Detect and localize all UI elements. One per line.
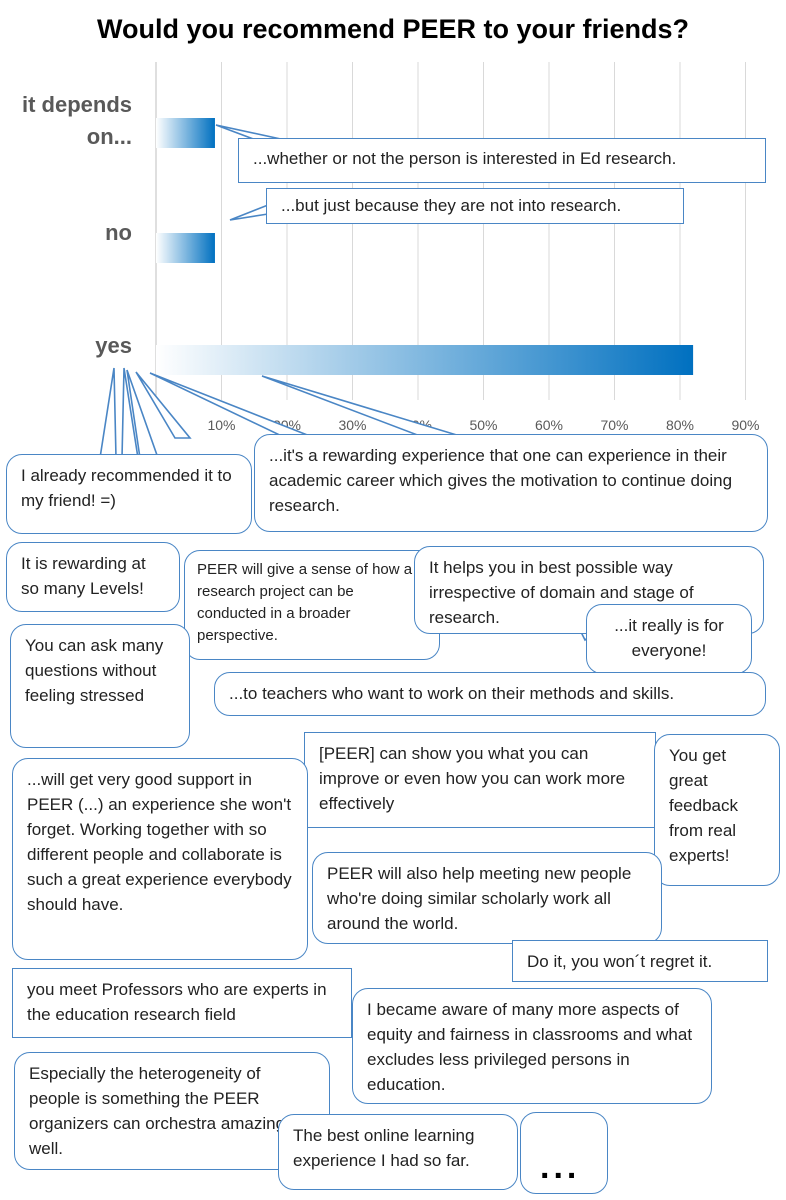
category-labels: it depends on... no yes <box>22 92 132 358</box>
callout-comment: Do it, you won´t regret it. <box>512 940 768 982</box>
bar <box>156 345 694 375</box>
callout-comment: you meet Professors who are experts in t… <box>12 968 352 1038</box>
x-tick-label: 70% <box>600 417 628 433</box>
ellipsis-text: ... <box>540 1148 581 1186</box>
bar <box>156 118 215 148</box>
callout-comment: ...to teachers who want to work on their… <box>214 672 766 716</box>
category-label: yes <box>95 333 132 358</box>
callout-comment: It is rewarding at so many Levels! <box>6 542 180 612</box>
gridlines <box>155 62 746 400</box>
x-tick-labels: 10%20%30%40%50%60%70%80%90% <box>207 417 759 433</box>
callout-comment: PEER will also help meeting new people w… <box>312 852 662 944</box>
callout-comment: You get great feedback from real experts… <box>654 734 780 886</box>
callout-comment: ...will get very good support in PEER (.… <box>12 758 308 960</box>
callout-comment: ...whether or not the person is interest… <box>238 138 766 183</box>
callout-comment: PEER will give a sense of how a research… <box>184 550 440 660</box>
callout-comment <box>520 1112 608 1194</box>
chart-title: Would you recommend PEER to your friends… <box>96 14 690 44</box>
callout-comment: The best online learning experience I ha… <box>278 1114 518 1190</box>
x-tick-label: 60% <box>535 417 563 433</box>
callout-comment: I became aware of many more aspects of e… <box>352 988 712 1104</box>
x-tick-label: 50% <box>469 417 497 433</box>
bars <box>156 118 694 375</box>
bar <box>156 233 215 263</box>
category-label: it depends on... <box>22 92 132 149</box>
callout-comment: It helps you in best possible way irresp… <box>414 546 764 634</box>
x-tick-label: 10% <box>207 417 235 433</box>
x-tick-label: 90% <box>731 417 759 433</box>
callout-comment: Especially the heterogeneity of people i… <box>14 1052 330 1170</box>
category-label: no <box>105 220 132 245</box>
callout-comment: You can ask many questions without feeli… <box>10 624 190 748</box>
callout-comment: ...it's a rewarding experience that one … <box>254 434 768 532</box>
callout-comment: ...it really is for everyone! <box>586 604 752 674</box>
callout-comment: ...but just because they are not into re… <box>266 188 684 224</box>
callout-tail <box>229 203 269 221</box>
callout-tail <box>135 371 192 439</box>
x-tick-label: 30% <box>338 417 366 433</box>
x-tick-label: 80% <box>666 417 694 433</box>
callout-comment: [PEER] can show you what you can improve… <box>304 732 656 828</box>
callout-tails <box>99 124 597 642</box>
callout-comment: I already recommended it to my friend! =… <box>6 454 252 534</box>
callout-tail <box>99 367 117 459</box>
